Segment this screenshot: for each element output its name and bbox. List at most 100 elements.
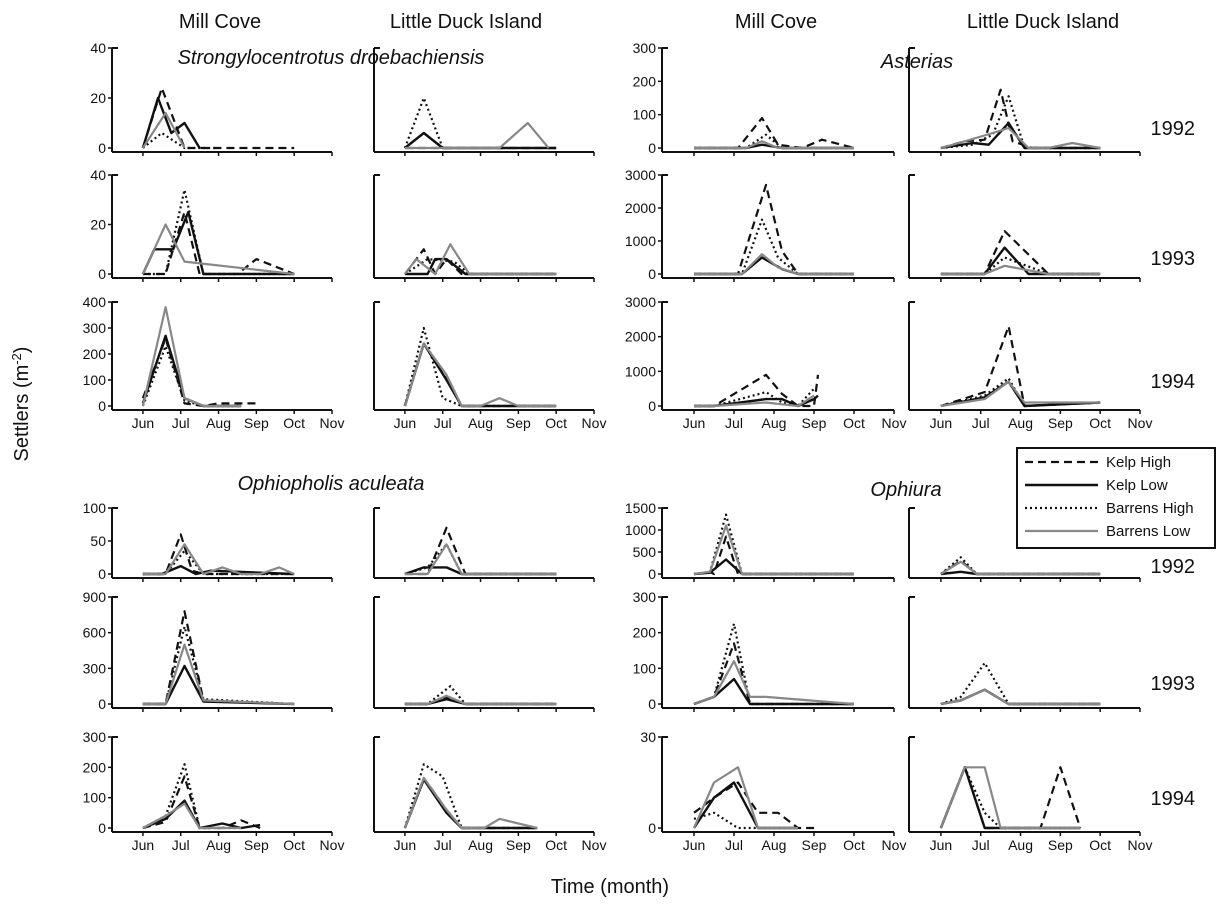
year-label: 1993 [1151, 673, 1196, 695]
x-tick-label: Nov [320, 415, 345, 431]
series-barrens-low [142, 543, 295, 576]
y-axis-title: Settlers (m-2) [9, 347, 33, 462]
panel-oph-ldi-92 [373, 507, 595, 582]
x-tick-label: Sep [802, 415, 827, 431]
series-kelp-low [403, 342, 557, 408]
panel-ast-ldi-93 [908, 174, 1141, 282]
y-tick-label: 200 [633, 73, 657, 89]
series-barrens-high [142, 188, 295, 276]
species-title: Asterias [880, 51, 953, 73]
panel-ast-mc-94: 0 1000 2000 3000 Jun Jul Aug Sep Oct Nov [625, 294, 907, 431]
x-tick-label: Jul [725, 837, 743, 853]
y-tick-label: 3000 [625, 294, 656, 310]
column-header: Mill Cove [735, 11, 817, 33]
y-tick-label: 3000 [625, 167, 656, 183]
x-tick-label: Jun [930, 837, 953, 853]
x-tick-label: Jun [930, 415, 953, 431]
panel-ophu-ldi-94: Jun Jul Aug Sep Oct Nov [908, 736, 1153, 853]
series-kelp-low [404, 131, 557, 150]
y-tick-label: 2000 [625, 329, 656, 345]
series-kelp-high [142, 775, 261, 830]
series-barrens-high [403, 763, 538, 830]
x-tick-label: Oct [843, 837, 865, 853]
series-kelp-low [940, 246, 1101, 276]
panel-urch-ldi-94: Jun Jul Aug Sep Oct Nov [373, 301, 606, 431]
x-tick-label: Jun [683, 415, 706, 431]
y-tick-label: 0 [648, 696, 656, 712]
x-tick-label: Jun [132, 415, 155, 431]
panel-oph-ldi-94: Jun Jul Aug Sep Oct Nov [373, 736, 606, 853]
series-barrens-low [403, 776, 538, 830]
series-barrens-high [142, 625, 295, 706]
series-barrens-high [693, 811, 798, 830]
x-tick-label: Oct [545, 837, 567, 853]
series-kelp-high [940, 688, 1101, 706]
series-kelp-low [403, 778, 538, 830]
panel-urch-mc-92: 0 20 40 [90, 40, 333, 156]
series-barrens-high [403, 96, 444, 149]
panel-ast-ldi-92 [908, 47, 1141, 156]
y-tick-label: 0 [648, 566, 656, 582]
series-kelp-high [403, 776, 538, 830]
x-tick-label: Jul [725, 415, 743, 431]
series-barrens-low [940, 126, 1101, 150]
year-label: 1993 [1151, 248, 1196, 270]
x-tick-label: Nov [1128, 415, 1153, 431]
series-kelp-high [694, 116, 855, 150]
x-tick-label: Sep [506, 837, 531, 853]
y-tick-label: 100 [83, 500, 107, 516]
y-tick-label: 200 [83, 759, 107, 775]
series-barrens-high [940, 95, 1101, 150]
y-tick-label: 20 [90, 217, 106, 233]
y-tick-label: 40 [90, 40, 106, 56]
y-tick-label: 300 [83, 320, 107, 336]
species-title: Strongylocentrotus droebachiensis [178, 47, 485, 69]
panel-ast-mc-93: 0 1000 2000 3000 [625, 167, 895, 282]
series-barrens-low [694, 253, 854, 276]
series-barrens-low [142, 643, 295, 706]
series-barrens-high [141, 345, 242, 408]
x-tick-label: Jul [972, 415, 990, 431]
x-tick-label: Nov [1128, 837, 1153, 853]
series-barrens-low [694, 140, 854, 150]
y-tick-label: 200 [83, 346, 107, 362]
y-tick-label: 30 [640, 729, 656, 745]
x-tick-label: Nov [320, 837, 345, 853]
x-tick-label: Oct [843, 415, 865, 431]
panel-oph-mc-93: 0 300 600 900 [83, 589, 333, 712]
species-title: Ophiopholis aculeata [238, 473, 425, 495]
series-barrens-low [141, 223, 295, 276]
legend: Kelp High Kelp Low Barrens High Barrens Low [1016, 447, 1216, 549]
x-tick-label: Jul [172, 415, 190, 431]
x-tick-label: Jun [394, 415, 417, 431]
panel-oph-ldi-93 [373, 596, 595, 712]
y-tick-label: 0 [98, 820, 106, 836]
x-tick-label: Aug [1008, 837, 1033, 853]
y-tick-label: 100 [633, 660, 657, 676]
series-barrens-low [403, 342, 557, 408]
panel-ast-mc-92: 0 100 200 300 [633, 40, 895, 156]
series-barrens-high [142, 763, 242, 830]
x-tick-label: Oct [1089, 837, 1111, 853]
x-tick-label: Aug [206, 837, 231, 853]
x-tick-label: Jun [132, 837, 155, 853]
legend-label: Barrens High [1106, 500, 1194, 517]
y-tick-label: 200 [633, 625, 657, 641]
series-kelp-high [940, 230, 1101, 276]
y-tick-label: 0 [648, 140, 656, 156]
y-tick-label: 1000 [625, 522, 656, 538]
legend-label: Kelp High [1106, 454, 1171, 471]
x-tick-label: Oct [283, 837, 305, 853]
panel-urch-mc-94: 0 100 200 300 400 Jun Jul Aug Sep Oct Nov [83, 294, 345, 431]
series-barrens-low [404, 694, 557, 706]
x-tick-label: Oct [1089, 415, 1111, 431]
x-tick-label: Sep [1048, 415, 1073, 431]
y-tick-label: 300 [83, 660, 107, 676]
x-tick-label: Aug [762, 415, 787, 431]
series-kelp-low [404, 257, 557, 276]
y-tick-label: 0 [98, 696, 106, 712]
series-kelp-low [694, 256, 854, 276]
series-barrens-high [404, 685, 557, 706]
y-tick-label: 0 [98, 566, 106, 582]
y-tick-label: 2000 [625, 200, 656, 216]
